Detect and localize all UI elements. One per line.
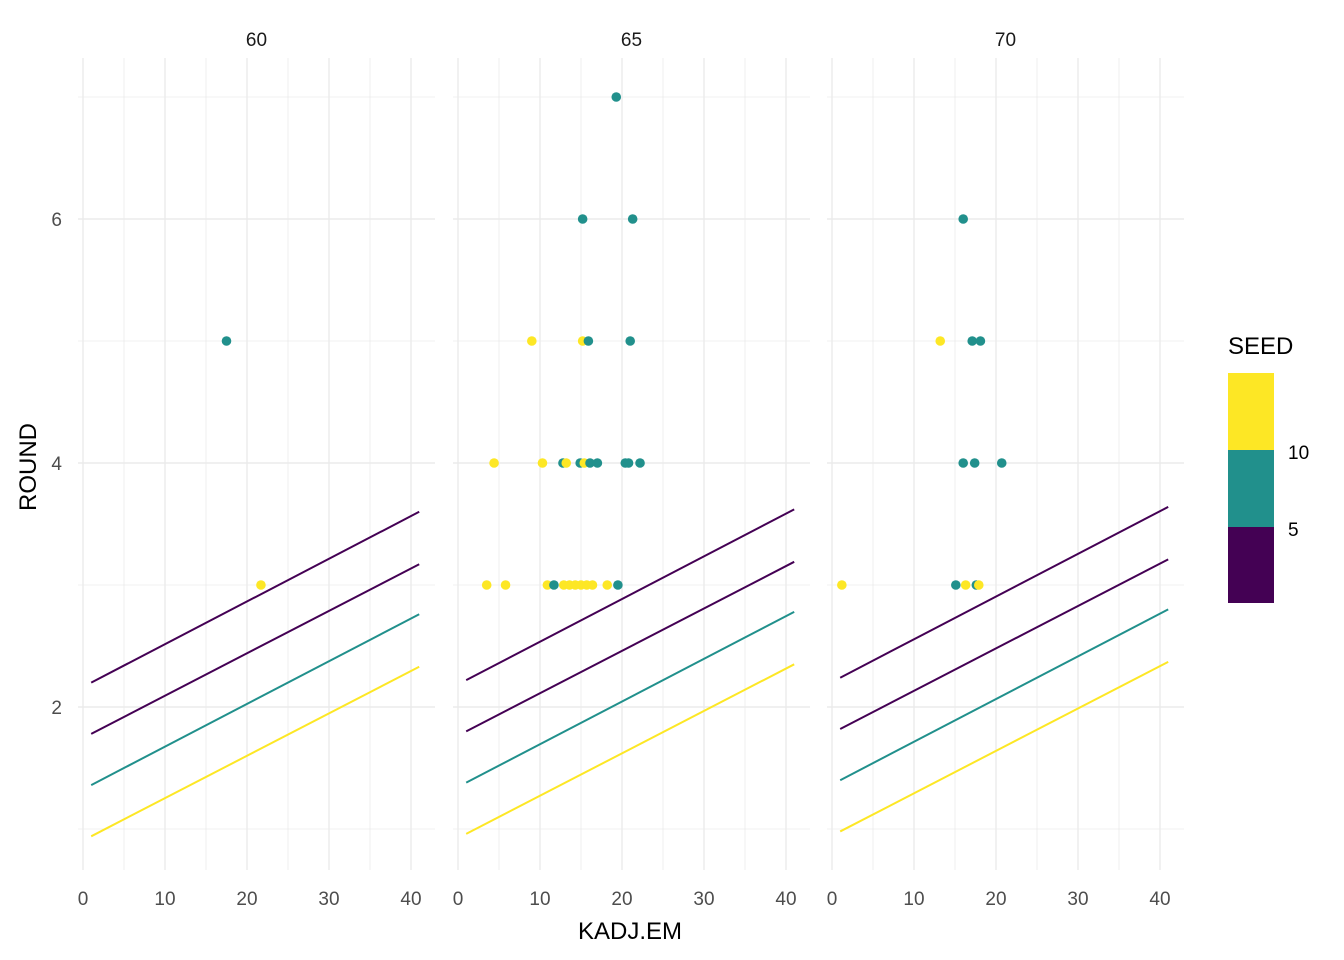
panel-65: 0 10 20 30 40 65 bbox=[453, 30, 810, 910]
data-point-teal bbox=[958, 458, 968, 468]
x-tick-label: 30 bbox=[693, 889, 714, 910]
data-point-yellow bbox=[973, 580, 984, 590]
data-point-teal bbox=[951, 580, 961, 590]
data-point-teal bbox=[975, 336, 986, 346]
data-point-yellow bbox=[602, 580, 613, 590]
x-tick-label: 30 bbox=[318, 889, 339, 910]
x-axis-title: KADJ.EM bbox=[578, 918, 682, 945]
series-line-purple bbox=[839, 506, 1169, 679]
data-point-teal bbox=[958, 214, 968, 224]
series-line-teal bbox=[839, 608, 1169, 782]
facet-strip-label: 60 bbox=[246, 30, 267, 51]
data-point-teal bbox=[996, 458, 1007, 468]
data-point-yellow bbox=[960, 580, 971, 590]
panel-60: 0 10 20 30 40 60 bbox=[78, 30, 435, 910]
series-line-purple bbox=[465, 508, 795, 682]
data-point-yellow bbox=[587, 580, 598, 590]
data-point-yellow bbox=[837, 580, 847, 590]
legend-bin-mid bbox=[1228, 450, 1274, 527]
series-line-yellow bbox=[465, 663, 795, 835]
legend-label-10: 10 bbox=[1288, 443, 1309, 464]
x-tick-label: 40 bbox=[400, 889, 421, 910]
data-point-teal bbox=[585, 458, 595, 468]
legend-label-5: 5 bbox=[1288, 520, 1299, 541]
data-point-yellow bbox=[527, 336, 537, 346]
data-point-teal bbox=[967, 336, 978, 346]
legend-title: SEED bbox=[1228, 333, 1293, 360]
facet-strip-label: 70 bbox=[995, 30, 1016, 51]
y-tick-label: 2 bbox=[51, 698, 62, 719]
data-point-yellow bbox=[489, 458, 499, 468]
data-point-teal bbox=[611, 92, 622, 102]
x-tick-label: 20 bbox=[985, 889, 1006, 910]
x-tick-label: 20 bbox=[236, 889, 257, 910]
y-tick-label: 6 bbox=[51, 210, 62, 231]
data-point-teal bbox=[627, 214, 638, 224]
data-point-yellow bbox=[481, 580, 492, 590]
data-point-teal bbox=[613, 580, 623, 590]
series-line-teal bbox=[90, 613, 420, 786]
x-tick-label: 0 bbox=[827, 889, 838, 910]
data-point-yellow bbox=[537, 458, 548, 468]
legend-bin-high bbox=[1228, 373, 1274, 450]
series-line-yellow bbox=[839, 660, 1169, 833]
x-tick-label: 40 bbox=[1149, 889, 1170, 910]
x-tick-label: 10 bbox=[903, 889, 924, 910]
legend: SEED 10 5 bbox=[1228, 333, 1309, 603]
y-tick-label: 4 bbox=[51, 454, 62, 475]
panels: 0 10 20 30 40 60 0 10 20 30 40 65 0 10 20 30 40 70 2 4 6 bbox=[51, 30, 1184, 910]
legend-bin-low bbox=[1228, 527, 1274, 603]
y-axis-title: ROUND bbox=[15, 423, 42, 511]
series-line-yellow bbox=[90, 665, 420, 838]
panel-70: 0 10 20 30 40 70 bbox=[827, 30, 1184, 910]
x-tick-label: 0 bbox=[453, 889, 464, 910]
data-point-teal bbox=[583, 336, 594, 346]
series-line-purple bbox=[90, 510, 420, 684]
x-tick-label: 20 bbox=[611, 889, 632, 910]
x-tick-label: 40 bbox=[775, 889, 796, 910]
x-tick-label: 0 bbox=[78, 889, 89, 910]
series-line-purple bbox=[839, 558, 1169, 730]
data-point-yellow bbox=[542, 580, 553, 590]
series-line-purple bbox=[465, 560, 795, 733]
data-point-teal bbox=[549, 580, 559, 590]
data-point-teal bbox=[592, 458, 603, 468]
data-point-teal bbox=[625, 336, 635, 346]
data-point-teal bbox=[221, 336, 232, 346]
data-point-teal bbox=[577, 214, 588, 224]
x-tick-label: 10 bbox=[154, 889, 175, 910]
series-line-teal bbox=[465, 610, 795, 784]
data-point-teal bbox=[635, 458, 645, 468]
facet-strip-label: 65 bbox=[621, 30, 642, 51]
data-point-yellow bbox=[256, 580, 266, 590]
x-tick-label: 30 bbox=[1067, 889, 1088, 910]
data-point-yellow bbox=[500, 580, 511, 590]
data-point-yellow bbox=[561, 458, 572, 468]
data-point-teal bbox=[623, 458, 634, 468]
data-point-yellow bbox=[935, 336, 946, 346]
x-tick-label: 10 bbox=[529, 889, 550, 910]
data-point-teal bbox=[969, 458, 980, 468]
series-line-purple bbox=[90, 563, 420, 735]
